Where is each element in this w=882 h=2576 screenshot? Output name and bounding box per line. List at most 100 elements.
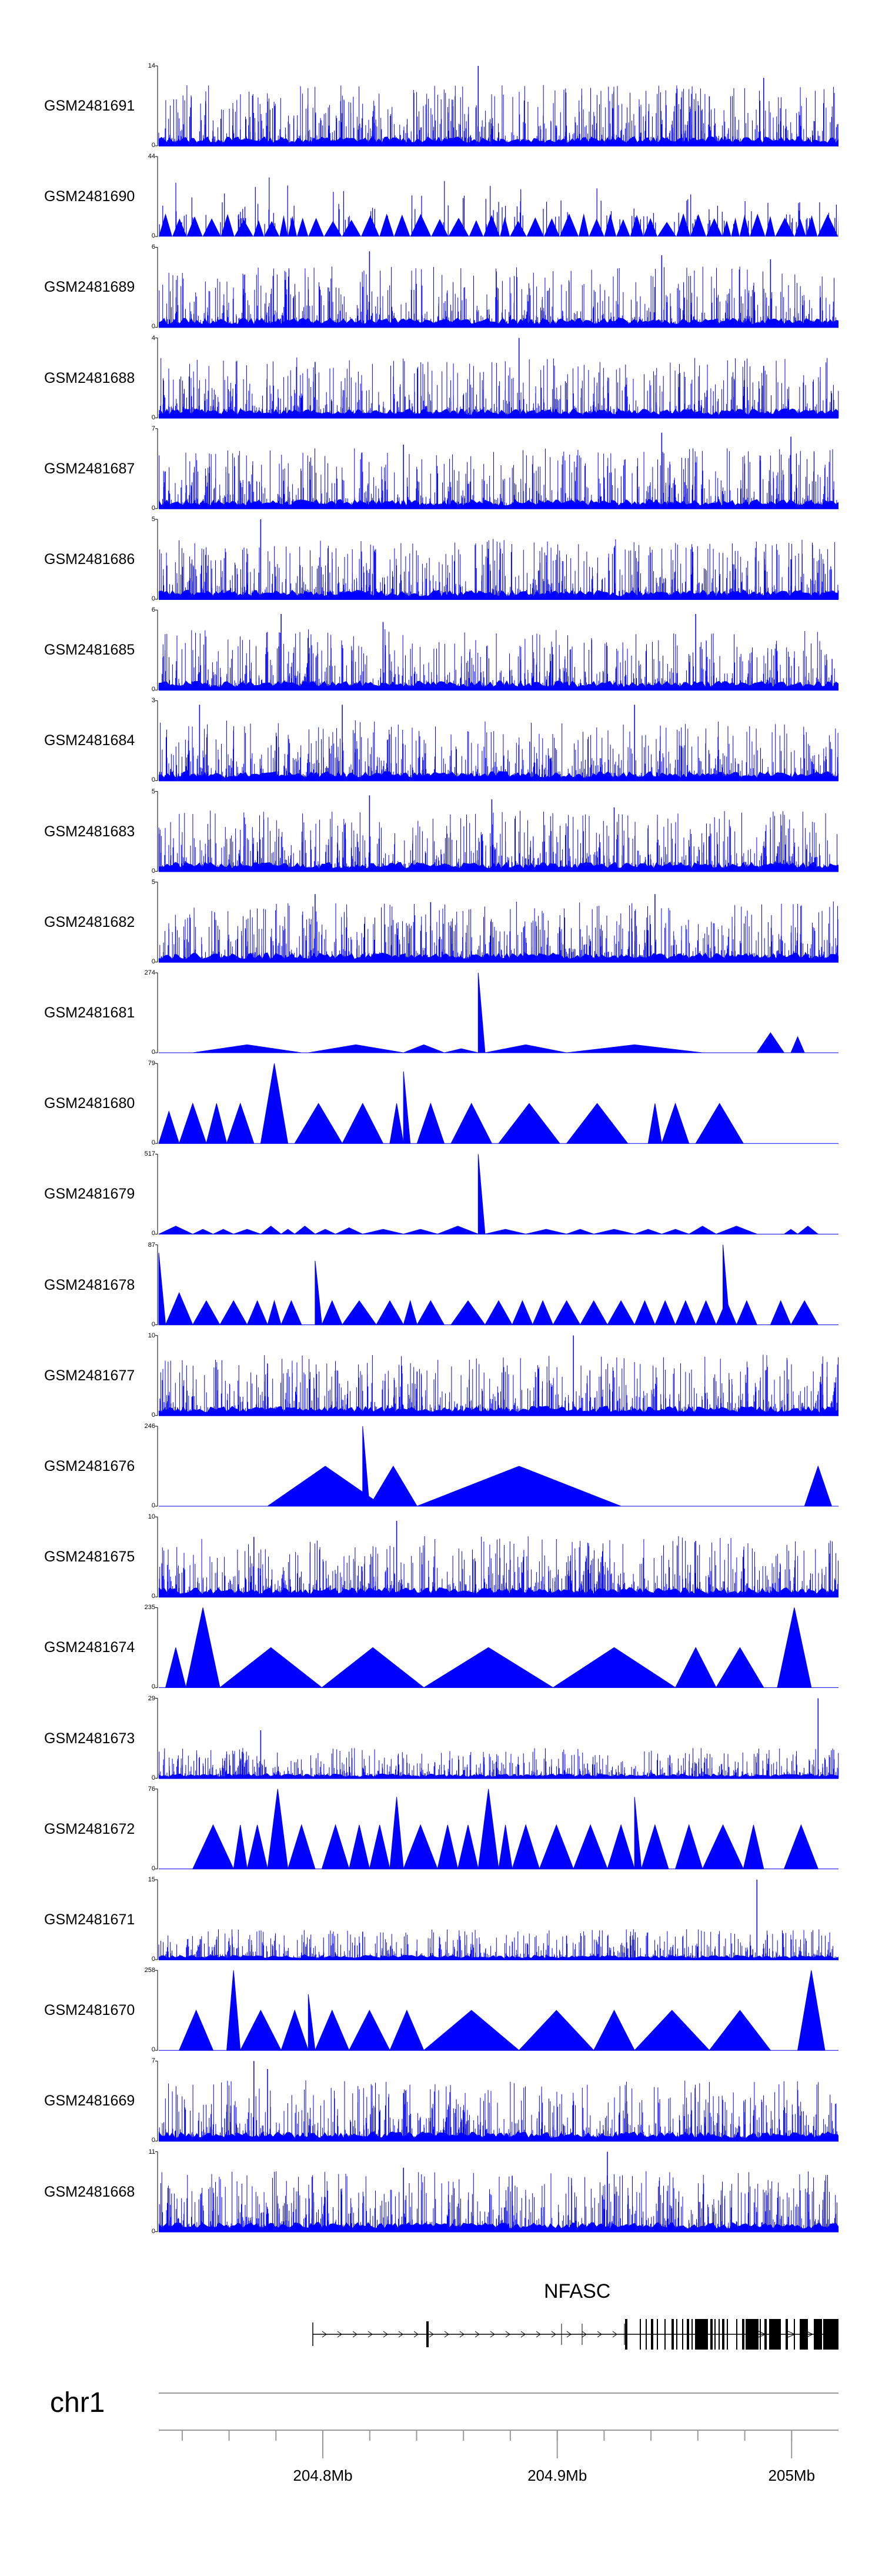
track-GSM2481687 <box>155 428 838 509</box>
track-GSM2481683 <box>155 791 838 872</box>
signal-segment <box>716 1226 757 1234</box>
strand-chevron <box>322 2331 327 2338</box>
signal-segment <box>797 1226 819 1234</box>
signal-segment <box>573 1824 608 1870</box>
signal-segment <box>416 1102 445 1144</box>
y-max-label: 7 <box>151 425 155 432</box>
signal-spikes <box>159 1354 838 1416</box>
signal-segment <box>485 1229 526 1234</box>
signal-segment <box>607 1824 635 1870</box>
exon <box>687 2319 689 2350</box>
signal-segment <box>695 1300 717 1326</box>
exon <box>722 2319 724 2350</box>
signal-segment <box>423 2010 520 2051</box>
y-min-label: 0 <box>151 2046 155 2054</box>
signal-segment <box>185 1607 220 1688</box>
track-GSM2481675 <box>155 1516 838 1598</box>
signal-segment <box>342 1103 384 1144</box>
signal-segment <box>783 1229 799 1234</box>
strand-chevron <box>806 2331 814 2338</box>
strand-chevron <box>459 2331 465 2338</box>
strand-chevron <box>520 2331 526 2338</box>
signal-segment <box>512 1300 533 1326</box>
y-min-label: 0 <box>151 323 155 331</box>
strand-chevron <box>612 2331 617 2338</box>
y-max-label: 5 <box>151 878 155 886</box>
x-tick-label: 204.9Mb <box>527 2467 587 2484</box>
track-label: GSM2481676 <box>44 1458 135 1474</box>
signal-segment <box>369 1824 390 1870</box>
track-GSM2481673 <box>155 1698 839 1779</box>
track-GSM2481674 <box>155 1607 838 1688</box>
x-tick-label: 205Mb <box>768 2467 816 2484</box>
signal-segment <box>315 2009 350 2051</box>
signal-segment <box>219 1647 323 1688</box>
exon <box>671 2319 674 2350</box>
strand-chevron <box>383 2331 388 2338</box>
y-max-label: 11 <box>148 2148 155 2155</box>
signal-spikes <box>159 901 838 962</box>
y-min-label: 0 <box>151 232 155 240</box>
y-min-label: 0 <box>151 1956 155 1963</box>
signal-segment <box>293 1226 316 1234</box>
y-max-label: 3 <box>151 697 155 705</box>
signal-segment <box>165 1647 186 1688</box>
exon <box>786 2319 788 2350</box>
signal-segment <box>743 1824 764 1870</box>
strand-chevron <box>551 2331 556 2338</box>
track-label: GSM2481678 <box>44 1276 135 1293</box>
y-min-label: 0 <box>151 2227 155 2235</box>
signal-area <box>159 499 838 509</box>
signal-segment <box>566 1044 703 1053</box>
signal-spikes <box>159 177 837 237</box>
signal-segment <box>702 1824 744 1870</box>
exon <box>682 2319 683 2350</box>
signal-segment <box>662 1229 689 1234</box>
y-max-label: 10 <box>148 1513 155 1521</box>
track-GSM2481676 <box>155 1426 838 1507</box>
y-max-label: 29 <box>148 1694 155 1702</box>
signal-segment <box>376 1300 405 1326</box>
signal-segment <box>403 1071 411 1144</box>
signal-segment <box>674 1824 703 1870</box>
strand-chevron <box>582 2331 587 2338</box>
signal-segment <box>777 1607 812 1688</box>
y-min-label: 0 <box>151 504 155 512</box>
y-max-label: 7 <box>151 2057 155 2065</box>
signal-segment <box>566 1229 594 1234</box>
signal-segment <box>497 1103 561 1144</box>
y-min-label: 0 <box>151 1864 155 1872</box>
exon-block <box>800 2319 808 2350</box>
signal-segment <box>709 2010 771 2051</box>
strand-chevron <box>337 2331 342 2338</box>
exon <box>646 2319 647 2350</box>
signal-segment <box>308 1994 316 2051</box>
strand-chevron <box>429 2331 434 2338</box>
exon-block <box>814 2319 822 2350</box>
track-GSM2481677 <box>155 1335 838 1416</box>
y-min-label: 0 <box>151 413 155 421</box>
signal-segment <box>485 1044 567 1053</box>
signal-segment <box>287 1824 316 1870</box>
exon <box>691 2319 693 2350</box>
signal-segment <box>756 1032 785 1053</box>
track-label: GSM2481674 <box>44 1639 135 1656</box>
signal-segment <box>552 1647 677 1688</box>
y-max-label: 258 <box>144 1967 155 1974</box>
exon-block <box>769 2319 781 2350</box>
track-GSM2481681 <box>155 972 838 1053</box>
y-min-label: 0 <box>151 142 155 149</box>
signal-segment <box>219 1300 248 1326</box>
signal-segment <box>246 1824 268 1870</box>
y-min-label: 0 <box>151 595 155 602</box>
track-GSM2481679 <box>155 1153 838 1234</box>
track-label: GSM2481686 <box>44 551 135 568</box>
signal-segment <box>233 1824 248 1870</box>
strand-chevron <box>490 2331 495 2338</box>
signal-segment <box>315 1229 336 1234</box>
y-max-label: 14 <box>148 62 155 69</box>
gene-name: NFASC <box>544 2280 611 2303</box>
signal-area <box>159 680 838 690</box>
signal-segment <box>266 1466 385 1507</box>
